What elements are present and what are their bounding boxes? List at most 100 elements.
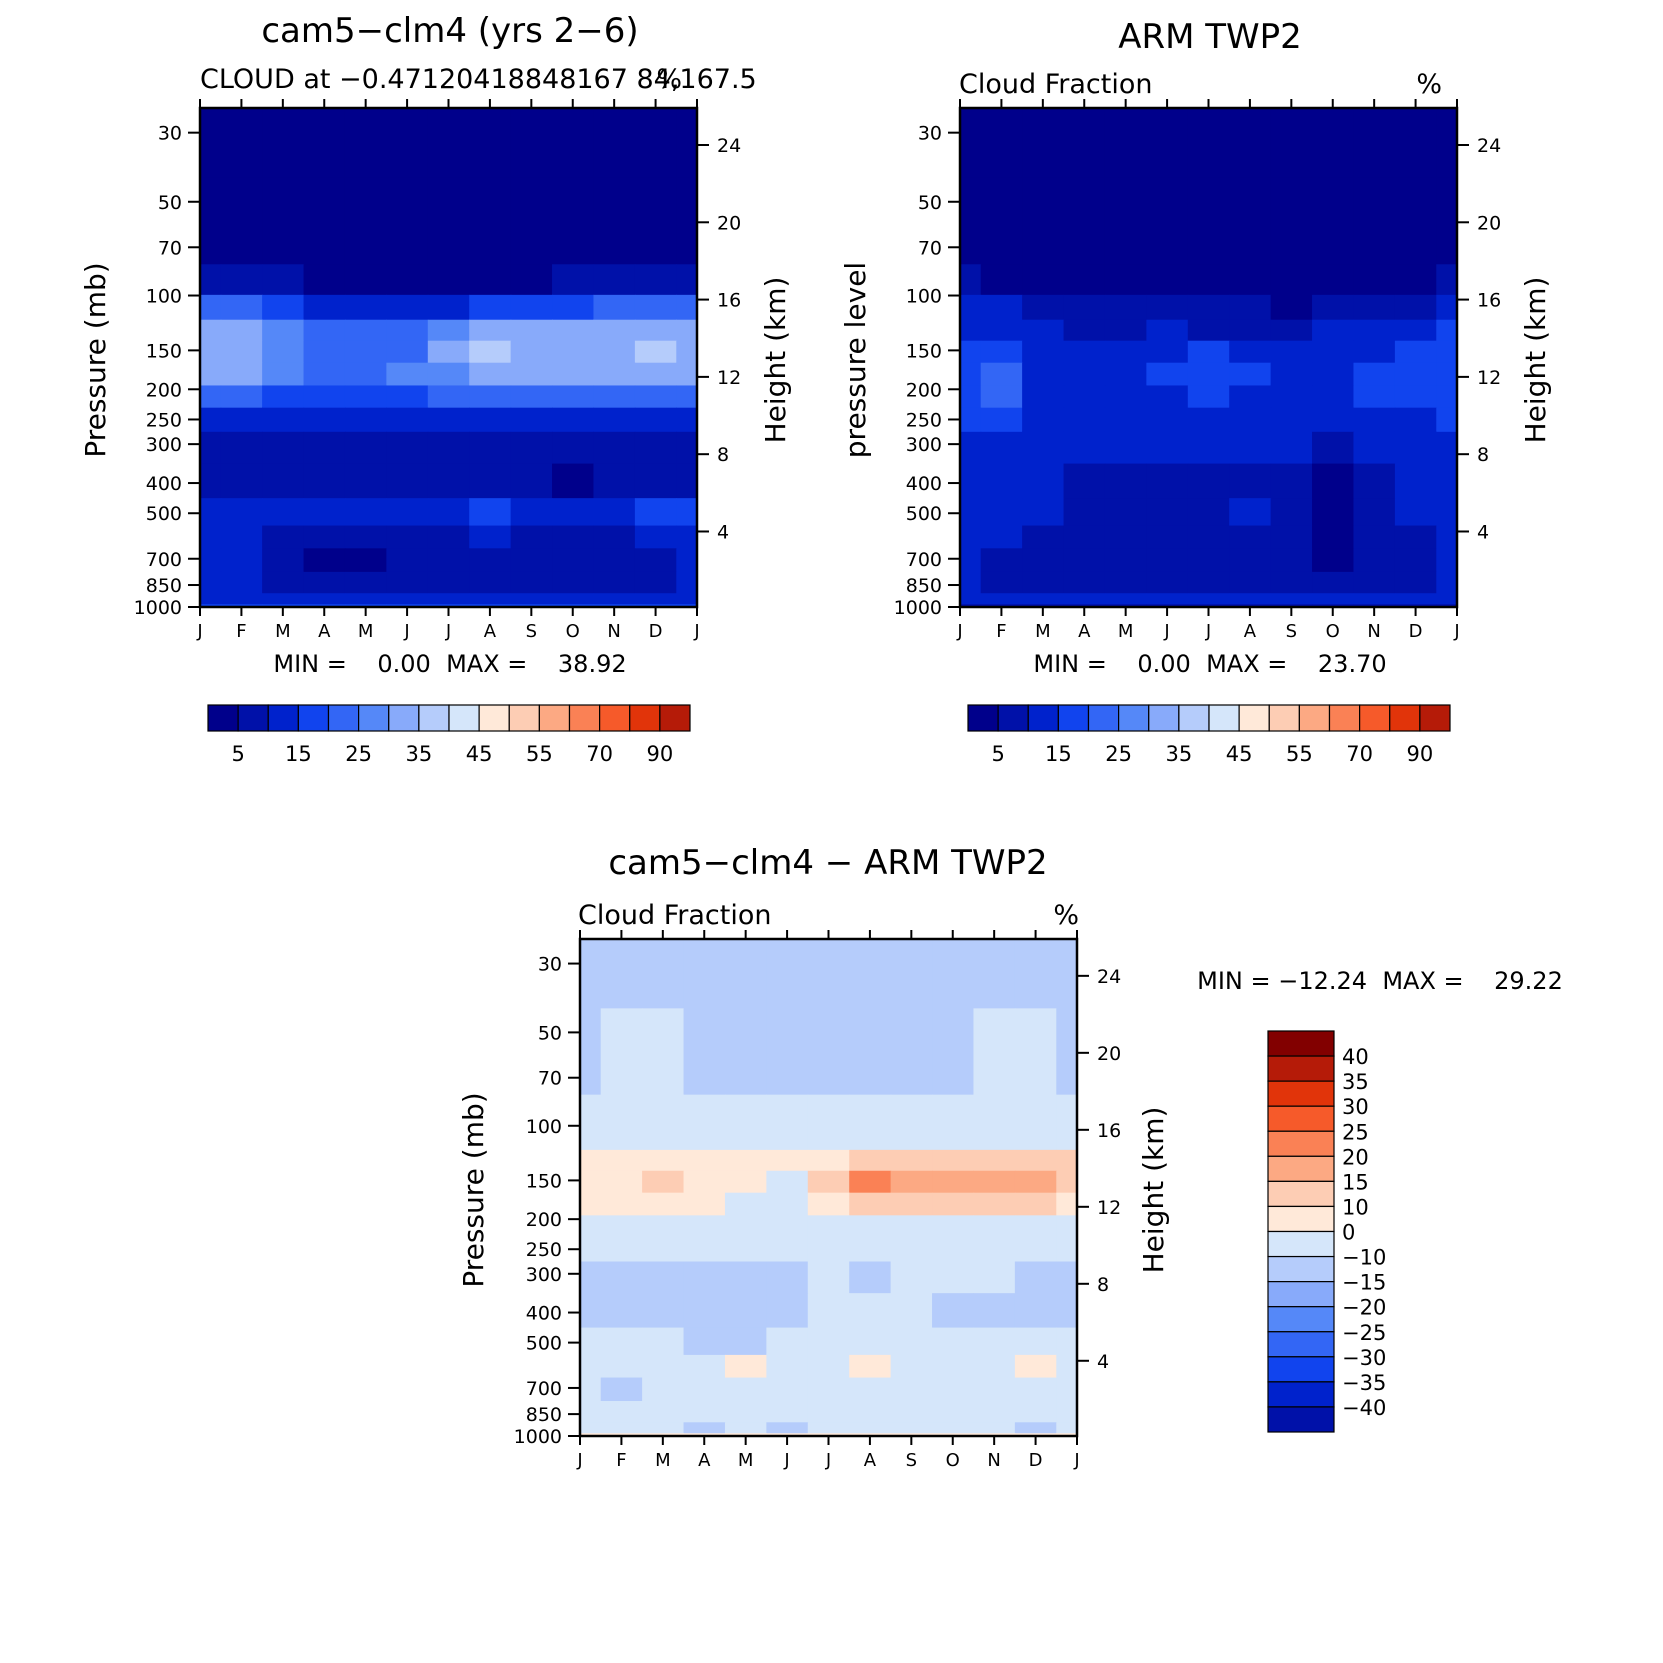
contour-cell — [932, 1125, 975, 1151]
colorbar-label: 10 — [1342, 1195, 1369, 1219]
contour-cell — [386, 362, 429, 387]
contour-cell — [849, 1237, 892, 1263]
contour-cell — [552, 108, 595, 179]
contour-cell — [1063, 385, 1106, 409]
contour-cell — [1063, 498, 1106, 527]
contour-cell — [386, 593, 429, 605]
contour-cell — [634, 525, 677, 549]
contour-cell — [807, 1215, 850, 1239]
contour-cell — [1146, 431, 1189, 465]
contour-cell — [1022, 362, 1065, 387]
contour-cell — [552, 604, 595, 607]
contour-cell — [766, 1125, 809, 1151]
contour-cell — [980, 548, 1023, 573]
contour-cell — [1146, 264, 1189, 296]
contour-cell — [1014, 1192, 1057, 1216]
y-tick-label: 250 — [526, 1239, 562, 1261]
contour-cell — [683, 1377, 726, 1402]
contour-cell — [932, 1401, 975, 1423]
plot-area: J F M A M J J A S O N D J 30 50 70 100 150 200 250 300 400 500… — [514, 930, 1121, 1471]
contour-cell — [200, 498, 222, 527]
colorbar-box — [1267, 1105, 1335, 1132]
contour-cell — [642, 1149, 685, 1172]
contour-cell — [676, 108, 697, 179]
contour-cell — [890, 1008, 933, 1096]
contour-cell — [1229, 319, 1272, 342]
contour-cell — [386, 463, 429, 499]
y-tick-label: 200 — [526, 1209, 562, 1231]
contour-cell — [552, 498, 595, 527]
contour-cell — [634, 571, 677, 594]
colorbar-box — [1178, 704, 1210, 732]
contour-cell — [1146, 294, 1189, 321]
contour-cell — [1270, 407, 1313, 433]
contour-cell — [766, 1401, 809, 1423]
contour-cell — [1229, 340, 1272, 364]
contour-cell — [932, 1149, 975, 1172]
contour-cell — [724, 1354, 767, 1379]
contour-cell — [1022, 294, 1065, 321]
contour-cell — [600, 1170, 643, 1194]
x-tick-label: S — [906, 1450, 917, 1471]
contour-cell — [1187, 340, 1230, 364]
contour-cell — [960, 407, 982, 433]
contour-cell — [1353, 407, 1396, 433]
contour-cell — [973, 1401, 1016, 1423]
contour-cell — [1022, 407, 1065, 433]
contour-cell — [600, 1192, 643, 1216]
contour-cell — [1063, 548, 1106, 573]
colorbar-label: 25 — [345, 742, 372, 766]
contour-cell — [973, 1237, 1016, 1263]
contour-cell — [932, 1354, 975, 1379]
contour-cell — [634, 362, 677, 387]
contour-cell — [1146, 340, 1189, 364]
contour-cell — [600, 1215, 643, 1239]
contour-cell — [890, 1422, 933, 1434]
contour-cell — [1312, 385, 1355, 409]
contour-cell — [600, 1094, 643, 1126]
colorbar-box — [1298, 704, 1331, 732]
colorbar-label: 25 — [1105, 742, 1132, 766]
contour-cell — [1187, 548, 1230, 573]
contour-cell — [303, 177, 346, 265]
contour-cell — [683, 1237, 726, 1263]
colorbar-box — [1148, 704, 1180, 732]
contour-cell — [344, 362, 387, 387]
contour-cell — [1022, 264, 1065, 296]
contour-cell — [1056, 1354, 1077, 1379]
contour-cell — [1063, 177, 1106, 265]
contour-cell — [676, 463, 697, 499]
contour-cell — [1229, 498, 1272, 527]
contour-cell — [683, 1215, 726, 1239]
plot-area: J F M A M J J A S O N D J 30 50 70 100 150 200 250 300 400 500… — [894, 99, 1501, 642]
x-tick-label: J — [403, 621, 409, 642]
x-tick-label: J — [1163, 621, 1169, 642]
contour-cell — [634, 319, 677, 342]
contour-cell — [1394, 108, 1437, 179]
contour-cell — [766, 1293, 809, 1329]
colorbar-label: −25 — [1342, 1321, 1386, 1345]
y-tick-label: 850 — [146, 575, 182, 597]
contour-cell — [593, 385, 636, 409]
contour-cell — [1187, 525, 1230, 549]
contour-cell — [1229, 407, 1272, 433]
contour-cell — [510, 431, 553, 465]
contour-cell — [510, 108, 553, 179]
contour-cell — [200, 340, 222, 364]
contour-cell — [932, 1215, 975, 1239]
contour-cell — [849, 1327, 892, 1356]
contour-cell — [642, 1354, 685, 1379]
contour-cell — [1353, 525, 1396, 549]
contour-cell — [807, 1192, 850, 1216]
contour-cell — [1394, 431, 1437, 465]
y2-tick-label: 12 — [1097, 1197, 1121, 1219]
contour-cell — [262, 593, 305, 605]
contour-cell — [676, 571, 697, 594]
y2-tick-label: 8 — [1097, 1274, 1109, 1296]
contour-cell — [960, 264, 982, 296]
colorbar-box — [207, 704, 239, 732]
x-tick-label: J — [783, 1450, 789, 1471]
contour-cell — [766, 1008, 809, 1096]
contour-cell — [1312, 571, 1355, 594]
y2-tick-label: 4 — [717, 521, 729, 543]
